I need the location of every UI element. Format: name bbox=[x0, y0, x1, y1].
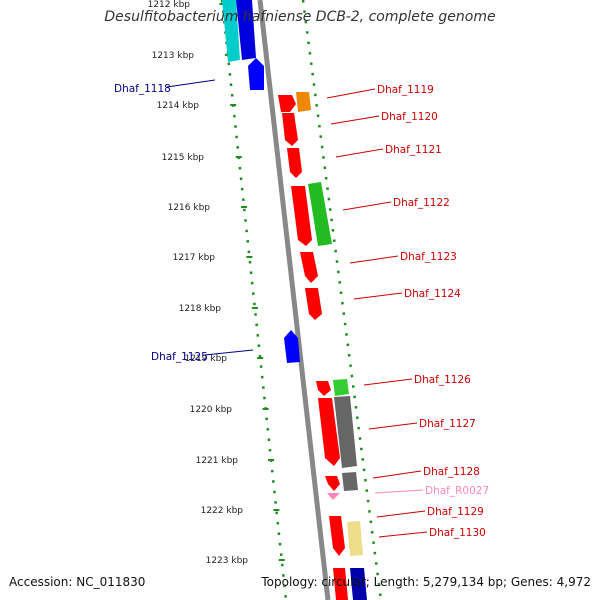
gene-block-green-small bbox=[333, 379, 349, 396]
gene-label[interactable]: Dhaf_1119 bbox=[377, 84, 434, 96]
gene-block-orange bbox=[296, 92, 311, 112]
map-title: Desulfitobacterium hafniense DCB-2, comp… bbox=[104, 9, 496, 25]
gene-leader-line bbox=[335, 148, 384, 158]
gene-leader-line bbox=[166, 79, 216, 88]
gene-label[interactable]: Dhaf_1123 bbox=[400, 251, 457, 263]
kbp-tick-label: 1216 kbp bbox=[168, 203, 211, 213]
gene-label[interactable]: Dhaf_R0027 bbox=[425, 485, 489, 497]
gene-arrow-forward-7 bbox=[316, 381, 331, 396]
kbp-tick-label: 1219 kbp bbox=[185, 354, 228, 364]
gene-block-cyan bbox=[222, 0, 240, 62]
outer-tick-ring bbox=[301, 0, 383, 600]
gene-label[interactable]: Dhaf_1130 bbox=[429, 527, 486, 539]
gene-leader-line bbox=[326, 88, 376, 99]
rna-marker-dhaf-r0027 bbox=[327, 493, 340, 500]
gene-label[interactable]: Dhaf_1129 bbox=[427, 506, 484, 518]
genome-backbone bbox=[257, 0, 331, 600]
gene-block-green bbox=[308, 182, 332, 246]
kbp-tick-label: 1213 kbp bbox=[152, 51, 195, 61]
gene-label[interactable]: Dhaf_1126 bbox=[414, 374, 471, 386]
gene-leader-line bbox=[353, 292, 403, 300]
accession-label: Accession: NC_011830 bbox=[9, 575, 146, 589]
gene-label[interactable]: Dhaf_1127 bbox=[419, 418, 476, 430]
gene-arrow-forward-10 bbox=[329, 516, 345, 556]
kbp-tick-label: 1223 kbp bbox=[206, 556, 249, 566]
gene-leader-line bbox=[330, 115, 380, 125]
gene-block-yellow bbox=[347, 521, 363, 556]
kbp-tick-label: 1212 kbp bbox=[148, 0, 191, 10]
gene-label[interactable]: Dhaf_1124 bbox=[404, 288, 461, 300]
gene-arrow-forward-3 bbox=[287, 148, 302, 178]
kbp-tick-label: 1217 kbp bbox=[173, 253, 216, 263]
gene-leader-line bbox=[349, 255, 399, 264]
gene-arrow-forward-5 bbox=[300, 252, 318, 283]
gene-arrow-dhaf-1118 bbox=[248, 58, 264, 90]
gene-leader-line bbox=[372, 470, 422, 479]
gene-leader-line bbox=[374, 489, 424, 494]
gene-label[interactable]: Dhaf_1118 bbox=[114, 83, 171, 95]
kbp-tick-label: 1220 kbp bbox=[190, 405, 233, 415]
kbp-tick-label: 1214 kbp bbox=[157, 101, 200, 111]
topology-summary: Topology: circular; Length: 5,279,134 bp… bbox=[261, 575, 591, 589]
gene-arrow-bottom-red bbox=[333, 568, 348, 600]
kbp-tick-label: 1218 kbp bbox=[179, 304, 222, 314]
gene-block-blue-top bbox=[236, 0, 256, 60]
gene-leader-line bbox=[204, 349, 254, 356]
gene-leader-line bbox=[342, 201, 392, 211]
gene-block-grey bbox=[334, 396, 357, 468]
gene-leader-line bbox=[363, 378, 413, 386]
gene-arrow-forward-6 bbox=[305, 288, 322, 320]
gene-arrow-forward-1 bbox=[278, 95, 296, 112]
gene-label[interactable]: Dhaf_1125 bbox=[151, 351, 208, 363]
gene-leader-line bbox=[378, 531, 428, 538]
gene-label[interactable]: Dhaf_1121 bbox=[385, 144, 442, 156]
gene-leader-line bbox=[368, 422, 418, 430]
gene-label[interactable]: Dhaf_1122 bbox=[393, 197, 450, 209]
gene-arrow-forward-8 bbox=[318, 398, 340, 466]
gene-block-grey-small bbox=[342, 472, 358, 491]
gene-arrow-dhaf-1125 bbox=[284, 330, 300, 363]
gene-label[interactable]: Dhaf_1128 bbox=[423, 466, 480, 478]
kbp-tick-label: 1221 kbp bbox=[196, 456, 239, 466]
gene-leader-line bbox=[376, 510, 426, 518]
gene-arrow-forward-2 bbox=[282, 113, 298, 146]
gene-arrow-forward-4 bbox=[291, 186, 312, 246]
gene-arrow-forward-9 bbox=[325, 476, 340, 491]
kbp-tick-label: 1222 kbp bbox=[201, 506, 244, 516]
kbp-tick-label: 1215 kbp bbox=[162, 153, 205, 163]
gene-label[interactable]: Dhaf_1120 bbox=[381, 111, 438, 123]
gene-block-bottom-blue bbox=[350, 568, 367, 600]
